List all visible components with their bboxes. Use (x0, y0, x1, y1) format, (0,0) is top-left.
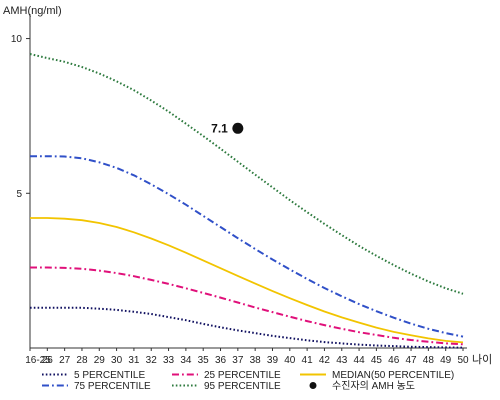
legend-label: 95 PERCENTILE (204, 381, 281, 392)
x-tick-label: 50 (457, 355, 469, 366)
x-tick-label: 39 (267, 355, 279, 366)
legend-point-swatch (309, 382, 317, 389)
x-tick-label: 43 (336, 355, 348, 366)
x-tick-label: 45 (371, 355, 383, 366)
x-tick-label: 40 (284, 355, 296, 366)
x-tick-label: 48 (423, 355, 435, 366)
series-line-5-percentile (30, 306, 464, 349)
legend-label: 수진자의 AMH 농도 (332, 380, 415, 392)
x-tick-label: 34 (180, 355, 192, 366)
x-tick-label: 33 (163, 355, 175, 366)
y-axis-label: AMH(ng/ml) (3, 5, 62, 17)
patient-amh-point (232, 122, 244, 134)
x-tick-label: 42 (319, 355, 331, 366)
x-tick-label: 37 (232, 355, 244, 366)
x-tick-label: 32 (146, 355, 158, 366)
x-tick-label: 29 (94, 355, 106, 366)
x-tick-label: 30 (111, 355, 123, 366)
x-axis-label: 나이 (472, 353, 492, 366)
y-tick-label: 5 (16, 189, 22, 200)
legend-label: 75 PERCENTILE (74, 381, 151, 392)
x-tick-label: 35 (198, 355, 210, 366)
x-tick-label: 27 (59, 355, 71, 366)
x-tick-label: 26 (42, 355, 54, 366)
legend-label: 5 PERCENTILE (74, 370, 145, 381)
x-tick-label: 47 (405, 355, 417, 366)
series-line-75-percentile (30, 155, 464, 338)
patient-amh-value-label: 7.1 (211, 121, 228, 135)
legend-label: MEDIAN(50 PERCENTILE) (332, 370, 454, 381)
x-tick-label: 49 (440, 355, 452, 366)
x-tick-label: 36 (215, 355, 227, 366)
series-line-95-percentile (29, 53, 464, 295)
x-tick-label: 41 (302, 355, 314, 366)
y-tick-label: 10 (11, 34, 23, 45)
x-tick-label: 46 (388, 355, 400, 366)
x-tick-label: 28 (76, 355, 88, 366)
x-tick-label: 38 (250, 355, 262, 366)
series-line-median-50-percentile (30, 217, 464, 344)
x-tick-label: 16-25 (25, 355, 51, 366)
legend-label: 25 PERCENTILE (204, 370, 281, 381)
x-tick-label: 31 (128, 355, 140, 366)
x-tick-label: 44 (354, 355, 366, 366)
